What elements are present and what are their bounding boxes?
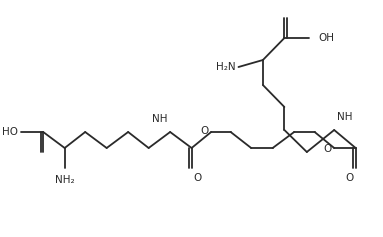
Text: O: O bbox=[193, 173, 202, 183]
Text: NH: NH bbox=[337, 112, 353, 122]
Text: O: O bbox=[200, 126, 208, 136]
Text: O: O bbox=[323, 144, 331, 154]
Text: H₂N: H₂N bbox=[216, 62, 236, 72]
Text: NH₂: NH₂ bbox=[55, 175, 75, 185]
Text: HO: HO bbox=[2, 127, 18, 137]
Text: O: O bbox=[345, 173, 354, 183]
Text: OH: OH bbox=[319, 33, 335, 43]
Text: NH: NH bbox=[152, 114, 167, 124]
